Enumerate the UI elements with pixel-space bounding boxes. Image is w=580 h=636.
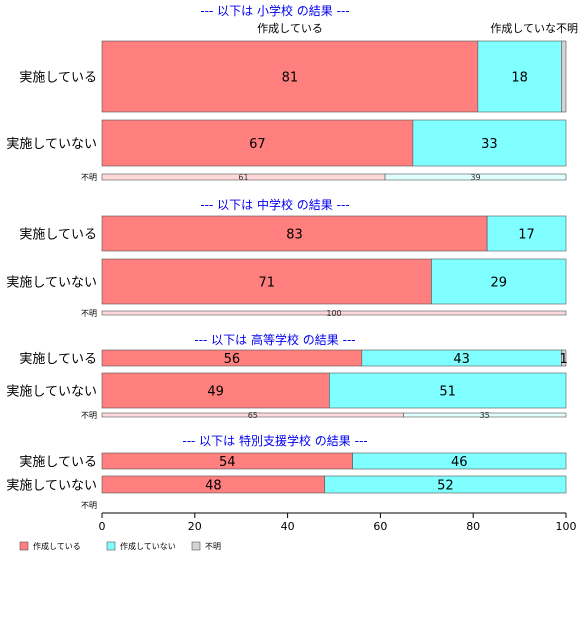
legend-label: 作成していない (120, 541, 176, 551)
bar-segment (329, 372, 567, 409)
legend-swatch (191, 541, 201, 551)
bar-segment (412, 119, 567, 167)
bar-row-high-school-implemented: 実施している 56 43 1 (19, 349, 568, 367)
bar-value-label: 46 (451, 455, 468, 470)
column-headers: 作成している 作成していな不明 (257, 22, 578, 35)
bar-value-label: 81 (282, 71, 299, 86)
x-axis: 0 20 40 60 80 100 (99, 512, 577, 533)
section-high-school: --- 以下は 高等学校 の結果 --- 実施している 56 43 1 実施していない 49… (6, 332, 567, 420)
bar-value-label: 65 (248, 411, 258, 420)
bar-segment (352, 452, 567, 470)
legend-label: 不明 (205, 542, 221, 551)
section-title-high-school: --- 以下は 高等学校 の結果 --- (194, 332, 355, 347)
bar-value-label: 18 (511, 71, 528, 86)
bar-segment (101, 310, 567, 316)
bar-value-label: 17 (518, 228, 535, 243)
bar-segment (324, 475, 567, 494)
bar-row-junior-high-not-implemented: 実施していない 71 29 (6, 258, 567, 305)
row-label: 実施していない (6, 384, 97, 400)
row-label: 不明 (81, 173, 97, 182)
bar-row-high-school-not-implemented: 実施していない 49 51 (6, 372, 567, 409)
bar-value-label: 48 (205, 479, 222, 494)
bar-row-high-school-unknown: 不明 65 35 (81, 411, 567, 420)
bar-value-label: 83 (286, 228, 303, 243)
bar-segment (384, 173, 567, 181)
section-title-special-support: --- 以下は 特別支援学校 の結果 --- (182, 433, 367, 448)
bar-value-label: 43 (453, 352, 470, 367)
bar-value-label: 67 (249, 137, 266, 152)
row-label: 実施していない (6, 275, 97, 291)
section-title-junior-high: --- 以下は 中学校 の結果 --- (200, 197, 349, 212)
bar-row-elementary-implemented: 実施している 81 18 (19, 40, 567, 113)
section-junior-high: --- 以下は 中学校 の結果 --- 実施している 83 17 実施していない 71 29… (6, 197, 567, 318)
legend: 作成している 作成していない 不明 (19, 541, 221, 551)
x-tick-label: 60 (373, 520, 387, 533)
bar-segment (101, 372, 330, 409)
section-elementary: --- 以下は 小学校 の結果 --- 実施している 81 18 実施していない 67 33… (6, 3, 567, 182)
bar-row-special-support-not-implemented: 実施していない 48 52 (6, 475, 567, 494)
column-header-created: 作成している (257, 22, 323, 35)
x-tick-label: 40 (281, 520, 295, 533)
legend-label: 作成している (33, 541, 81, 551)
x-tick-label: 20 (188, 520, 202, 533)
bar-segment (101, 258, 432, 305)
legend-swatch (106, 541, 116, 551)
chart-sections: --- 以下は 小学校 の結果 --- 実施している 81 18 実施していない 67 33… (6, 3, 567, 510)
bar-segment (561, 40, 567, 113)
bar-value-label: 61 (238, 173, 248, 182)
x-tick-label: 80 (466, 520, 480, 533)
bar-segment (101, 40, 479, 113)
bar-row-junior-high-implemented: 実施している 83 17 (19, 215, 567, 252)
bar-segment (477, 40, 562, 113)
row-label: 不明 (81, 501, 97, 510)
bar-value-label: 52 (437, 479, 454, 494)
bar-value-label: 71 (258, 276, 275, 291)
x-tick-label: 100 (556, 520, 577, 533)
section-special-support: --- 以下は 特別支援学校 の結果 --- 実施している 54 46 実施していない 4… (6, 433, 567, 510)
column-header-not-created-unknown: 作成していな不明 (490, 22, 578, 35)
row-label: 実施している (19, 227, 97, 243)
bar-value-label: 39 (470, 173, 480, 182)
bar-value-label: 1 (560, 352, 568, 367)
section-title-elementary: --- 以下は 小学校 の結果 --- (200, 3, 349, 18)
bar-row-special-support-implemented: 実施している 54 46 (19, 452, 567, 470)
bar-segment (101, 215, 488, 252)
bar-segment (431, 258, 567, 305)
row-label: 実施している (19, 454, 97, 470)
row-label: 実施している (19, 351, 97, 367)
bar-segment (561, 349, 567, 367)
row-label: 不明 (81, 309, 97, 318)
x-tick-label: 0 (99, 520, 106, 533)
bar-value-label: 29 (490, 276, 507, 291)
row-label: 実施していない (6, 478, 97, 494)
row-label: 実施していない (6, 136, 97, 152)
bar-value-label: 35 (480, 411, 490, 420)
bar-row-elementary-not-implemented: 実施していない 67 33 (6, 119, 567, 167)
legend-swatch (19, 541, 29, 551)
bar-segment (403, 412, 567, 418)
bar-segment (101, 119, 414, 167)
row-label: 実施している (19, 70, 97, 86)
bar-value-label: 49 (207, 385, 224, 400)
bar-row-special-support-unknown: 不明 (81, 501, 97, 510)
bar-row-junior-high-unknown: 不明 100 (81, 309, 567, 318)
bar-value-label: 100 (326, 309, 341, 318)
row-label: 不明 (81, 411, 97, 420)
bar-value-label: 56 (224, 352, 241, 367)
bar-row-elementary-unknown: 不明 61 39 (81, 173, 567, 182)
bar-value-label: 51 (439, 385, 456, 400)
bar-segment (486, 215, 567, 252)
bar-value-label: 33 (481, 137, 498, 152)
bar-value-label: 54 (219, 455, 236, 470)
